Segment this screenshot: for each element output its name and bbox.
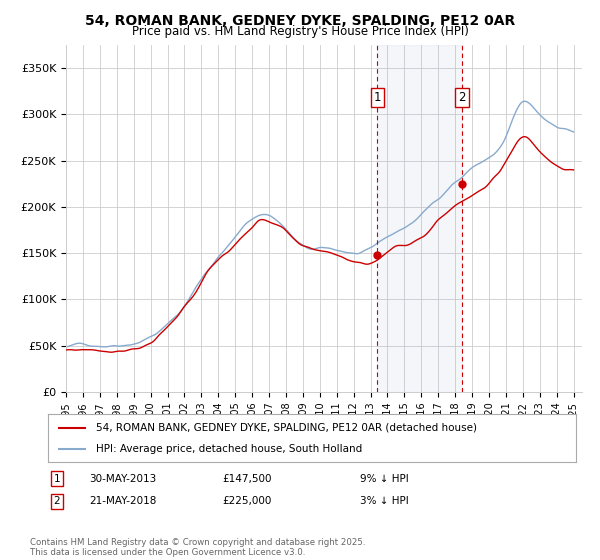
Text: Price paid vs. HM Land Registry's House Price Index (HPI): Price paid vs. HM Land Registry's House …: [131, 25, 469, 38]
Text: 54, ROMAN BANK, GEDNEY DYKE, SPALDING, PE12 0AR: 54, ROMAN BANK, GEDNEY DYKE, SPALDING, P…: [85, 14, 515, 28]
Text: £225,000: £225,000: [222, 496, 271, 506]
Text: 2: 2: [458, 91, 466, 104]
Bar: [377, 45, 462, 392]
Text: 9% ↓ HPI: 9% ↓ HPI: [360, 474, 409, 484]
Text: Contains HM Land Registry data © Crown copyright and database right 2025.
This d: Contains HM Land Registry data © Crown c…: [30, 538, 365, 557]
Text: 1: 1: [53, 474, 61, 484]
Text: 21-MAY-2018: 21-MAY-2018: [89, 496, 156, 506]
Text: 3% ↓ HPI: 3% ↓ HPI: [360, 496, 409, 506]
Text: 2: 2: [53, 496, 61, 506]
Text: 30-MAY-2013: 30-MAY-2013: [89, 474, 156, 484]
Text: 1: 1: [374, 91, 381, 104]
Text: HPI: Average price, detached house, South Holland: HPI: Average price, detached house, Sout…: [95, 444, 362, 454]
Text: £147,500: £147,500: [222, 474, 271, 484]
Text: 54, ROMAN BANK, GEDNEY DYKE, SPALDING, PE12 0AR (detached house): 54, ROMAN BANK, GEDNEY DYKE, SPALDING, P…: [95, 423, 476, 433]
